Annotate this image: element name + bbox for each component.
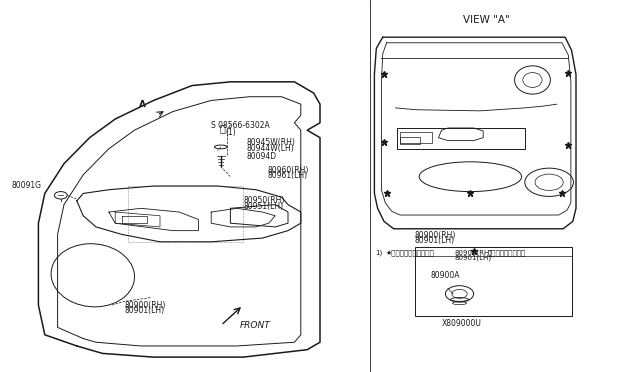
- Bar: [415, 247, 572, 316]
- Text: FRONT: FRONT: [240, 321, 271, 330]
- Text: 80951(LH): 80951(LH): [243, 202, 284, 211]
- Text: 80900A: 80900A: [431, 271, 460, 280]
- Text: 1): 1): [376, 250, 383, 256]
- Text: 80950(RH): 80950(RH): [243, 196, 285, 205]
- Text: 80900(RH): 80900(RH): [454, 250, 492, 256]
- Text: 80944W(LH): 80944W(LH): [246, 144, 294, 153]
- Bar: [400, 132, 432, 143]
- Bar: [400, 137, 420, 144]
- Bar: [397, 128, 525, 149]
- Text: ★田の部品は部品コード: ★田の部品は部品コード: [385, 250, 434, 256]
- Text: 80961(LH): 80961(LH): [268, 171, 308, 180]
- Text: A: A: [139, 100, 145, 109]
- Text: 80960(RH): 80960(RH): [268, 166, 309, 175]
- Text: X809000U: X809000U: [442, 319, 481, 328]
- Text: 80900(RH): 80900(RH): [414, 231, 456, 240]
- Text: 80901(LH): 80901(LH): [125, 306, 165, 315]
- Text: 80901(LH): 80901(LH): [454, 255, 492, 262]
- Text: VIEW "A": VIEW "A": [463, 16, 510, 25]
- Text: 80091G: 80091G: [12, 181, 42, 190]
- Text: 80900(RH): 80900(RH): [125, 301, 166, 310]
- Text: 80094D: 80094D: [246, 153, 276, 161]
- Text: 80945W(RH): 80945W(RH): [246, 138, 295, 147]
- Text: (1): (1): [225, 128, 236, 137]
- Text: 80901(LH): 80901(LH): [414, 236, 454, 245]
- Text: Ⓢ: Ⓢ: [220, 124, 226, 133]
- Text: S 08566-6302A: S 08566-6302A: [211, 121, 270, 130]
- Text: の構成を示します。: の構成を示します。: [488, 250, 526, 256]
